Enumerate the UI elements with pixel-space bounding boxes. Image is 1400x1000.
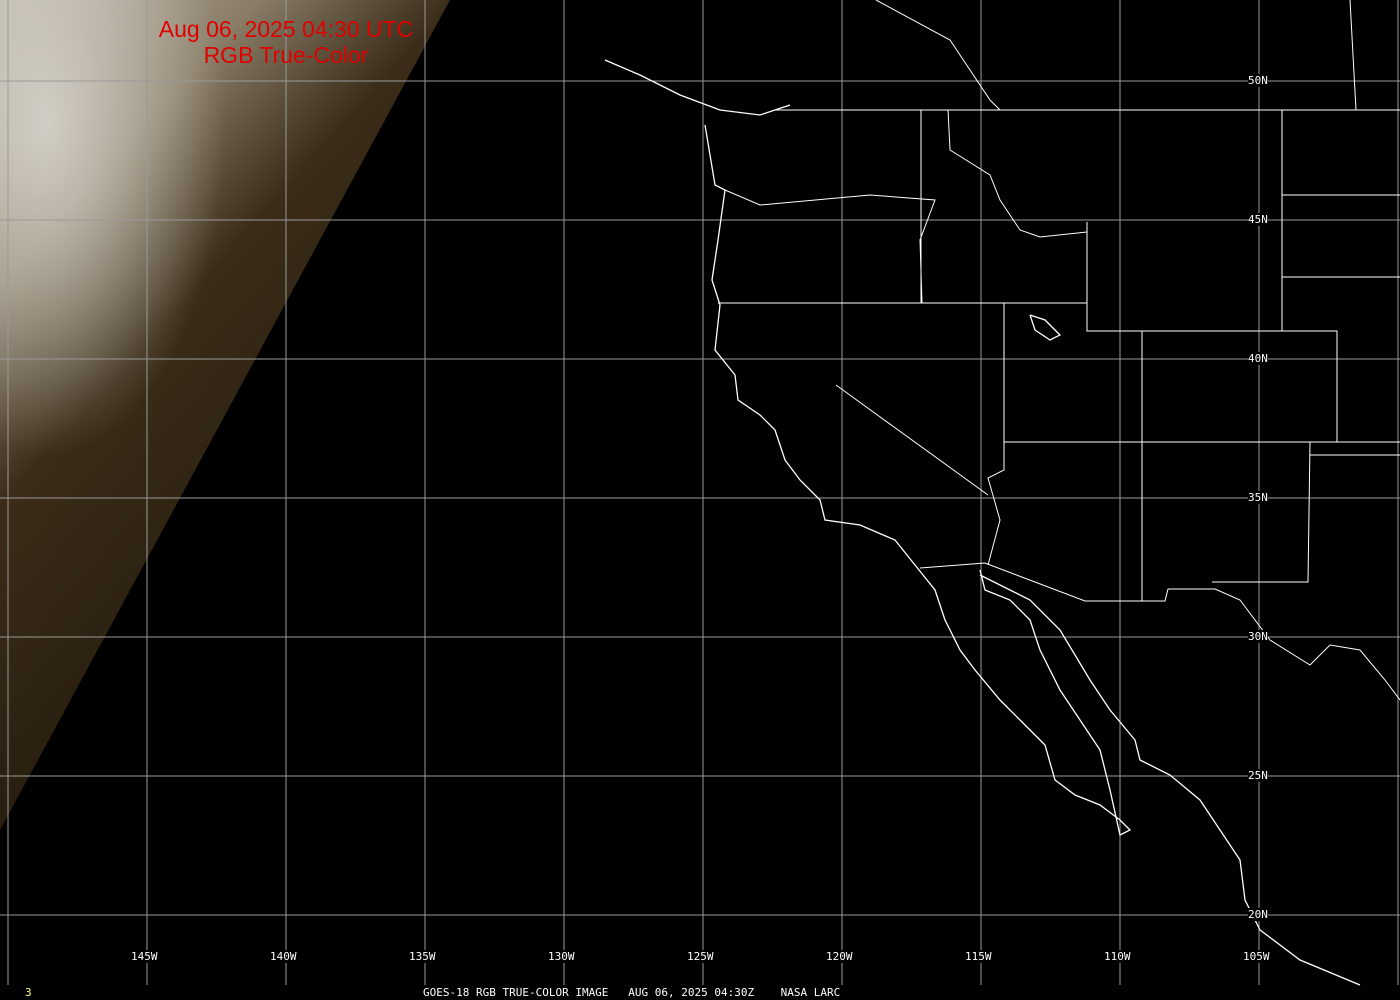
frame-number: 3 [25,986,32,999]
latitude-label: 30N [1248,630,1268,643]
longitude-label: 115W [965,950,992,963]
longitude-label: 120W [826,950,853,963]
latitude-label: 45N [1248,213,1268,226]
longitude-label: 145W [131,950,158,963]
political-boundaries [718,0,1400,701]
footer-caption: GOES-18 RGB TRUE-COLOR IMAGE AUG 06, 202… [423,986,841,999]
map-title-datetime: Aug 06, 2025 04:30 UTC [158,16,414,42]
latitude-label: 50N [1248,74,1268,87]
latitude-label: 40N [1248,352,1268,365]
latitude-label: 20N [1248,908,1268,921]
latitude-label: 25N [1248,769,1268,782]
longitude-label: 135W [409,950,436,963]
map-title-product: RGB True-Color [203,42,369,68]
longitude-label: 105W [1243,950,1270,963]
coastlines [604,59,1361,986]
latitude-label: 35N [1248,491,1268,504]
cloud-bright [0,0,450,830]
longitude-label: 110W [1104,950,1131,963]
longitude-label: 125W [687,950,714,963]
longitude-label: 140W [270,950,297,963]
longitude-label: 130W [548,950,575,963]
